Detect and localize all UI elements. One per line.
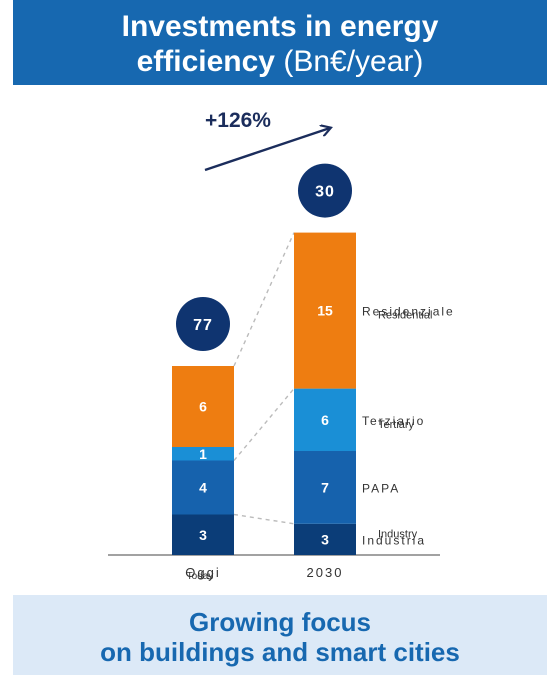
bar-segment-industria-0 [172,514,234,555]
bar-segment-terziario-1 [294,388,356,451]
series-label: Terziario [362,414,425,428]
bars [108,232,440,556]
bar-value-label: 3 [199,527,207,543]
bar-segment-papa-1 [294,451,356,524]
chart-area [13,85,547,595]
bar-segment-residenziale-0 [172,366,234,447]
footer-banner: Growing focus on buildings and smart cit… [13,595,547,675]
bar-value-label: 3 [321,531,329,547]
growth-annotation: +126% [204,109,330,172]
bar-value-label: 15 [317,303,333,319]
growth-label: +126% [205,109,271,132]
footer-line1: Growing focus [189,607,371,637]
chart-title-line1: Investments in energy [121,10,439,43]
bar-segment-terziario-0 [172,447,234,461]
category-label: Oggi [185,565,220,580]
series-sublabel: Industry [378,528,418,540]
total-badge [298,163,352,218]
series-label: Residenziale [362,305,455,319]
category-label: 2030 [307,565,344,580]
total-badge [176,297,230,351]
total-label: 77 [193,317,213,334]
bar-segment-residenziale-1 [294,232,356,389]
chart-title-bold: efficiency [136,45,275,78]
bar-value-label: 4 [199,480,207,496]
series-label: PAPA [362,481,400,495]
bar-segment-papa-0 [172,460,234,515]
chart-title-unit: (Bn€/year) [283,45,424,78]
total-label: 30 [315,184,335,201]
series-label: Industria [362,533,426,547]
bar-value-label: 7 [321,479,329,495]
header-banner: Investments in energy efficiency (Bn€/ye… [13,0,547,85]
bar-value-label: 6 [199,399,207,415]
category-sublabel: Today [187,571,214,582]
growth-arrow [204,128,330,172]
connector-lines [233,232,295,525]
chart-title-line2: efficiency (Bn€/year) [13,45,547,79]
connector-line [233,513,295,525]
bar-value-label: 6 [321,412,329,428]
connector-line [233,232,295,367]
bar-value-label: 1 [199,446,207,462]
series-sublabel: Residential [378,310,432,322]
footer-line2: on buildings and smart cities [100,637,460,667]
bar-segment-industria-1 [294,523,356,555]
series-sublabel: Tertiary [378,419,415,431]
connector-line [233,388,295,461]
